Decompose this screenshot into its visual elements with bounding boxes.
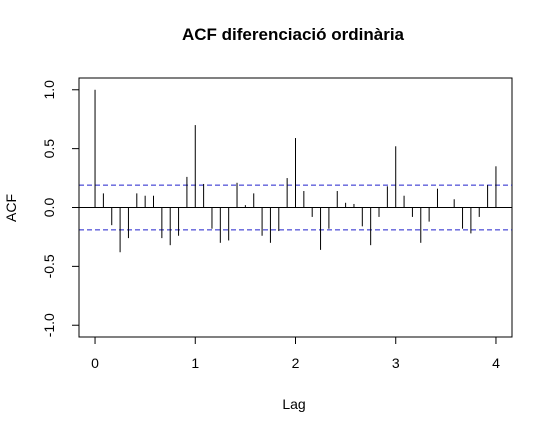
x-axis: 0 1 2 3 4 <box>91 336 500 371</box>
y-tick-label: 0.0 <box>41 198 57 218</box>
x-tick-label: 4 <box>492 355 500 371</box>
x-tick-label: 0 <box>91 355 99 371</box>
y-axis: -1.0 -0.5 0.0 0.5 1.0 <box>41 80 80 337</box>
y-tick-label: -0.5 <box>41 254 57 278</box>
chart-title: ACF diferenciació ordinària <box>182 25 405 44</box>
y-tick-label: -1.0 <box>41 313 57 337</box>
x-tick-label: 1 <box>191 355 199 371</box>
acf-bars <box>94 89 497 253</box>
y-axis-label: ACF <box>3 194 19 222</box>
x-axis-label: Lag <box>282 396 305 412</box>
x-tick-label: 3 <box>392 355 400 371</box>
y-tick-label: 0.5 <box>41 139 57 159</box>
y-tick-label: 1.0 <box>41 80 57 100</box>
x-tick-label: 2 <box>292 355 300 371</box>
